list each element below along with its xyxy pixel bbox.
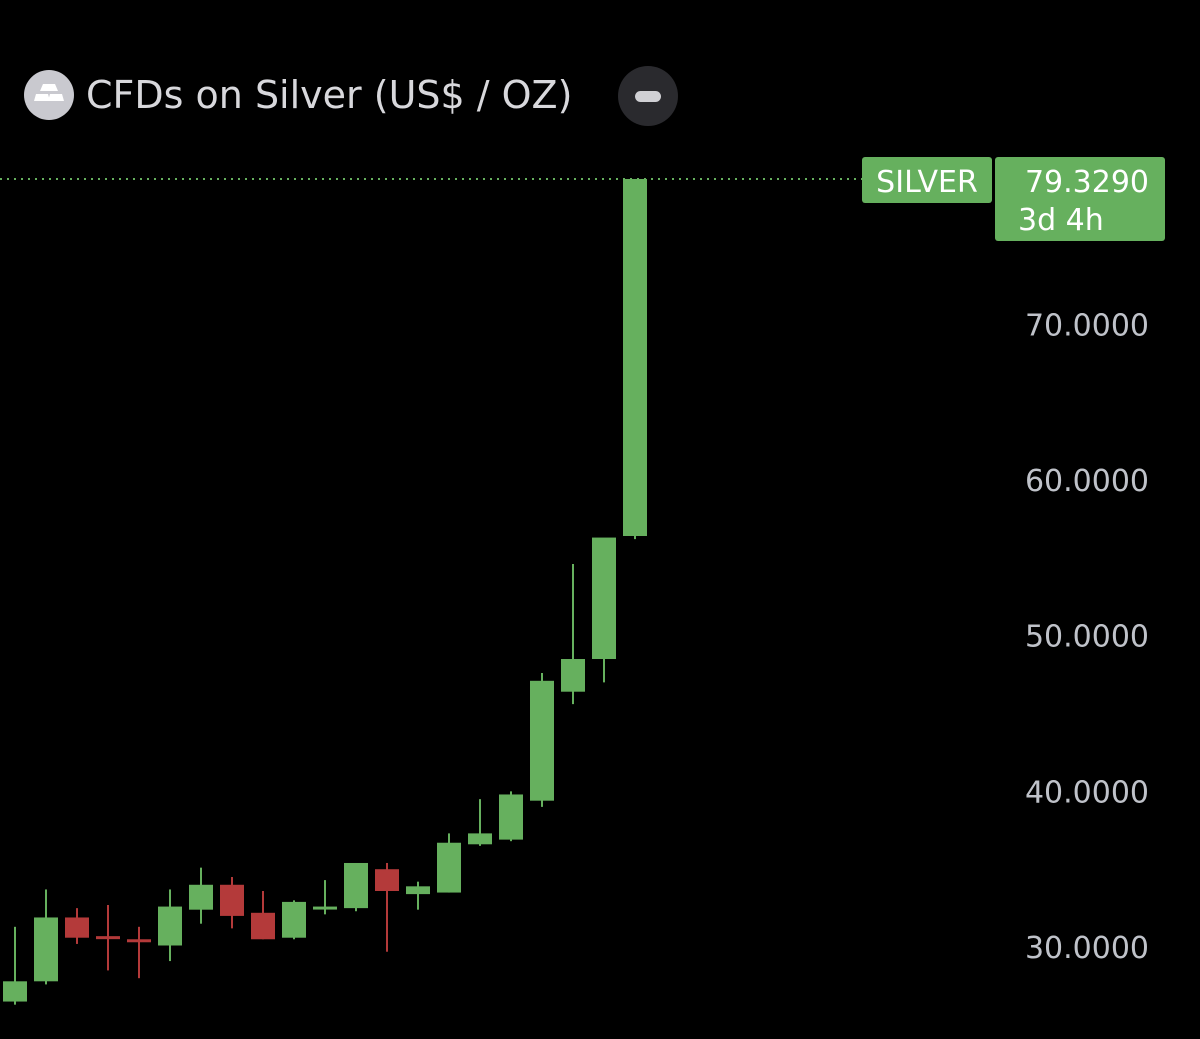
- candle: [189, 867, 213, 924]
- y-tick-label: 40.0000: [1025, 775, 1149, 810]
- candle: [251, 891, 275, 940]
- candle: [406, 881, 430, 910]
- candles: [3, 178, 647, 1005]
- candle-body: [499, 794, 523, 840]
- candle-body: [251, 912, 275, 940]
- candle-body: [406, 886, 430, 895]
- symbol-title[interactable]: CFDs on Silver (US$ / OZ): [86, 73, 573, 117]
- candle-body: [530, 680, 554, 801]
- candle-body: [623, 178, 647, 537]
- candle: [344, 862, 368, 912]
- candle-body: [375, 869, 399, 892]
- price-axis[interactable]: 30.0000 40.0000 50.0000 60.0000 70.0000: [1025, 308, 1149, 966]
- candle: [282, 900, 306, 940]
- candle: [437, 833, 461, 893]
- candle-body: [282, 901, 306, 938]
- y-tick-label: 70.0000: [1025, 308, 1149, 343]
- candle: [313, 880, 337, 915]
- candle: [65, 908, 89, 944]
- candle-body: [127, 939, 151, 943]
- candle: [468, 799, 492, 846]
- candle-body: [158, 906, 182, 946]
- candle-body: [344, 862, 368, 909]
- candle-body: [561, 659, 585, 692]
- symbol-tag: [862, 157, 992, 203]
- y-tick-label: 50.0000: [1025, 620, 1149, 655]
- candle-body: [437, 842, 461, 893]
- candle-body: [220, 884, 244, 916]
- candle-body: [313, 906, 337, 910]
- last-price-tag: [995, 157, 1165, 241]
- candle: [530, 673, 554, 807]
- candle: [375, 862, 399, 952]
- symbol-tag-label: SILVER: [876, 165, 978, 200]
- silver-bars-icon: [24, 70, 74, 120]
- y-tick-label: 30.0000: [1025, 931, 1149, 966]
- candle: [623, 178, 647, 540]
- collapse-button[interactable]: [618, 66, 678, 126]
- y-tick-label: 60.0000: [1025, 464, 1149, 499]
- candle-body: [3, 981, 27, 1002]
- candle: [96, 905, 120, 971]
- candle-body: [65, 917, 89, 938]
- chart-header: CFDs on Silver (US$ / OZ): [24, 68, 572, 122]
- candle: [561, 564, 585, 705]
- candle: [592, 537, 616, 683]
- candle: [158, 889, 182, 962]
- candle: [127, 926, 151, 979]
- candle: [499, 791, 523, 842]
- candle-body: [34, 917, 58, 982]
- minus-icon: [635, 90, 661, 102]
- last-price-label: 79.3290: [1025, 165, 1149, 200]
- candle-body: [96, 936, 120, 940]
- bar-countdown-label: 3d 4h: [1018, 203, 1104, 238]
- candle: [34, 889, 58, 985]
- candle: [220, 876, 244, 929]
- candle-body: [189, 884, 213, 910]
- candle-body: [592, 537, 616, 660]
- price-tag: SILVER 79.3290 3d 4h: [862, 157, 1165, 241]
- candle-body: [468, 833, 492, 845]
- candle: [3, 926, 27, 1005]
